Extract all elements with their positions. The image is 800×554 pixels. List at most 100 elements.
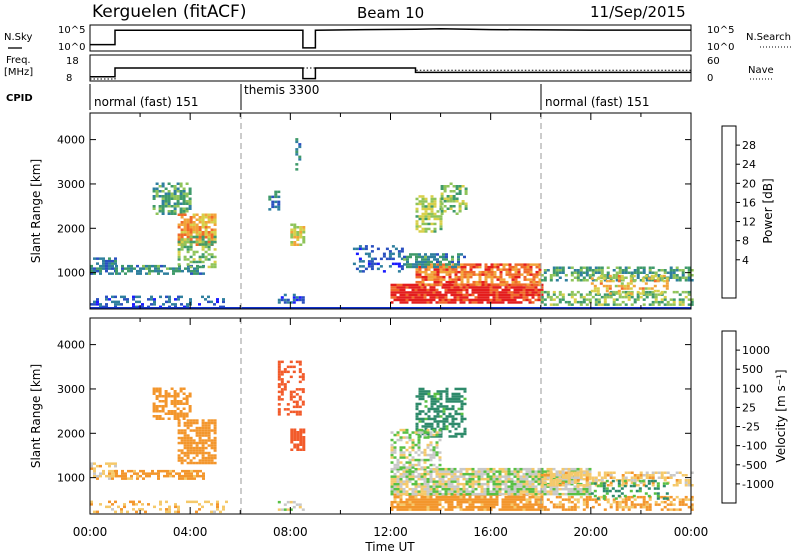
heatmap-cell	[293, 226, 297, 229]
heatmap-cell	[435, 453, 439, 457]
heatmap-cell	[435, 472, 439, 476]
heatmap-cell	[648, 271, 652, 274]
heatmap-cell	[608, 489, 612, 493]
heatmap-cell	[204, 456, 208, 460]
heatmap-cell	[621, 500, 625, 504]
heatmap-cell	[546, 498, 550, 501]
heatmap-cell	[201, 243, 205, 246]
heatmap-cell	[222, 305, 225, 309]
heatmap-cell	[396, 487, 400, 491]
heatmap-cell	[588, 495, 592, 499]
heatmap-cell	[427, 283, 431, 286]
heatmap-cell	[296, 238, 300, 241]
heatmap-cell	[447, 482, 451, 486]
heatmap-cell	[458, 190, 462, 193]
heatmap-cell	[502, 263, 506, 266]
heatmap-cell	[465, 482, 469, 486]
heatmap-cell	[451, 435, 455, 438]
heatmap-cell	[501, 487, 505, 491]
heatmap-cell	[421, 395, 425, 398]
heatmap-cell	[426, 431, 430, 434]
heatmap-cell	[177, 253, 181, 256]
heatmap-cell	[430, 407, 434, 411]
heatmap-cell	[440, 207, 444, 210]
heatmap-cell	[161, 405, 165, 408]
heatmap-cell	[483, 482, 487, 486]
heatmap-cell	[561, 508, 565, 511]
heatmap-cell	[210, 503, 213, 506]
heatmap-cell	[537, 495, 541, 499]
heatmap-cell	[201, 451, 205, 455]
heatmap-cell	[492, 470, 496, 473]
heatmap-cell	[519, 505, 523, 509]
heatmap-cell	[624, 295, 628, 299]
heatmap-cell	[651, 266, 655, 269]
heatmap-cell	[402, 490, 406, 493]
heatmap-cell	[617, 292, 621, 295]
heatmap-cell	[483, 467, 487, 471]
heatmap-cell	[189, 245, 193, 249]
heatmap-cell	[414, 286, 418, 289]
heatmap-cell	[213, 263, 217, 266]
heatmap-cell	[177, 295, 180, 299]
heatmap-cell	[489, 490, 493, 493]
heatmap-cell	[142, 267, 145, 270]
time-tick-label: 04:00	[173, 525, 208, 539]
heatmap-cell	[573, 479, 577, 482]
heatmap-cell	[459, 500, 463, 504]
heatmap-cell	[517, 273, 521, 276]
heatmap-cell	[408, 298, 412, 302]
heatmap-cell	[620, 284, 624, 288]
heatmap-cell	[433, 402, 437, 406]
heatmap-cell	[415, 255, 418, 259]
heatmap-cell	[480, 293, 484, 297]
heatmap-cell	[456, 487, 460, 491]
heatmap-cell	[543, 508, 547, 511]
heatmap-cell	[204, 231, 208, 234]
heatmap-cell	[164, 400, 168, 403]
heatmap-cell	[289, 360, 293, 364]
heatmap-cell	[415, 265, 418, 269]
heatmap-cell	[489, 503, 493, 506]
heatmap-cell	[426, 477, 430, 481]
heatmap-cell	[647, 277, 651, 280]
heatmap-cell	[549, 474, 553, 477]
time-axis-label: Time UT	[364, 540, 415, 554]
heatmap-cell	[609, 503, 613, 506]
heatmap-cell	[192, 500, 195, 504]
heatmap-cell	[504, 470, 508, 473]
heatmap-cell	[621, 479, 625, 482]
heatmap-cell	[290, 236, 294, 239]
heatmap-cell	[438, 301, 442, 304]
heatmap-cell	[529, 268, 533, 271]
heatmap-cell	[429, 448, 433, 452]
heatmap-cell	[90, 464, 93, 468]
heatmap-cell	[432, 286, 436, 289]
heatmap-cell	[660, 269, 664, 272]
heatmap-cell	[644, 287, 648, 290]
heatmap-cell	[390, 443, 394, 447]
heatmap-cell	[207, 231, 211, 234]
heatmap-cell	[593, 287, 597, 290]
heatmap-cell	[457, 263, 460, 266]
heatmap-cell	[423, 475, 427, 478]
heatmap-cell	[624, 481, 628, 484]
heatmap-cell	[519, 490, 523, 493]
heatmap-cell	[516, 498, 520, 501]
heatmap-cell	[440, 195, 444, 198]
heatmap-cell	[611, 494, 615, 498]
heatmap-cell	[455, 197, 459, 200]
heatmap-cell	[450, 490, 454, 493]
heatmap-cell	[605, 479, 609, 483]
heatmap-cell	[624, 271, 628, 274]
heatmap-cell	[641, 289, 645, 293]
heatmap-cell	[678, 508, 682, 511]
heatmap-cell	[120, 303, 123, 306]
heatmap-cell	[405, 291, 409, 294]
heatmap-cell	[504, 505, 508, 509]
heatmap-cell	[543, 482, 547, 486]
heatmap-cell	[295, 388, 299, 391]
heatmap-cell	[158, 185, 162, 188]
heatmap-cell	[516, 508, 520, 511]
heatmap-cell	[522, 286, 526, 289]
